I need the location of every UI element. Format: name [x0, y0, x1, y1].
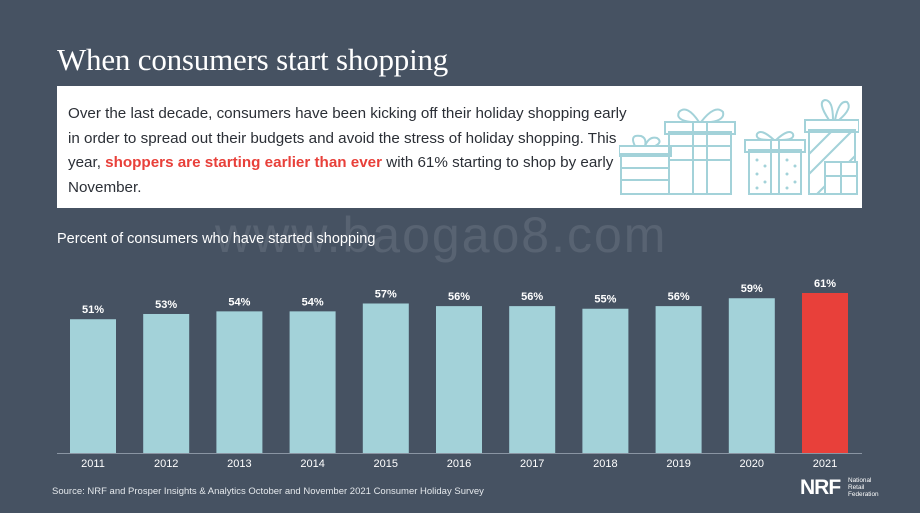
chart-title: Percent of consumers who have started sh… — [57, 231, 376, 247]
data-label-2018: 55% — [594, 294, 616, 306]
bar-2017 — [509, 306, 556, 453]
data-label-2012: 53% — [155, 299, 177, 311]
x-tick-label-2015: 2015 — [374, 458, 398, 470]
x-tick-label-2013: 2013 — [227, 458, 251, 470]
data-label-2021: 61% — [814, 278, 836, 290]
intro-highlight: shoppers are starting earlier than ever — [105, 154, 383, 171]
gift-boxes-icon — [619, 98, 859, 195]
x-tick-label-2020: 2020 — [740, 458, 764, 470]
page-title: When consumers start shopping — [57, 42, 449, 77]
data-label-2019: 56% — [668, 291, 690, 303]
x-tick-label-2018: 2018 — [593, 458, 617, 470]
bar-2016 — [436, 306, 482, 453]
nrf-logo-words: National Retail Federation — [848, 477, 879, 498]
data-label-2017: 56% — [521, 291, 543, 303]
source-note: Source: NRF and Prosper Insights & Analy… — [52, 486, 484, 497]
data-label-2016: 56% — [448, 291, 470, 303]
bar-2019 — [655, 306, 702, 453]
x-tick-label-2016: 2016 — [447, 458, 471, 470]
x-tick-label-2012: 2012 — [154, 458, 178, 470]
data-label-2014: 54% — [302, 296, 324, 308]
intro-text-end: with 61% starting to shop by early Novem… — [68, 154, 614, 196]
data-label-2013: 54% — [228, 296, 250, 308]
data-label-2020: 59% — [741, 283, 763, 295]
nrf-logo-mark: NRF — [800, 476, 841, 499]
bar-2014 — [289, 311, 336, 453]
bar-2020 — [728, 298, 775, 453]
bar-2011 — [70, 319, 116, 453]
x-tick-label-2017: 2017 — [520, 458, 544, 470]
intro-text-start: Over the last decade, consumers have bee… — [68, 105, 627, 171]
x-tick-label-2011: 2011 — [81, 458, 105, 470]
x-tick-label-2021: 2021 — [813, 458, 837, 470]
bar-2018 — [582, 308, 629, 453]
data-label-2011: 51% — [82, 304, 104, 316]
bar-2013 — [216, 311, 263, 453]
intro-text: Over the last decade, consumers have bee… — [68, 102, 628, 200]
bar-2015 — [362, 303, 409, 453]
x-tick-label-2014: 2014 — [300, 458, 324, 470]
data-label-2015: 57% — [375, 288, 397, 300]
x-tick-label-2019: 2019 — [666, 458, 690, 470]
bar-2021 — [802, 293, 848, 453]
intro-box: Over the last decade, consumers have bee… — [57, 86, 862, 208]
bar-2012 — [143, 313, 190, 453]
